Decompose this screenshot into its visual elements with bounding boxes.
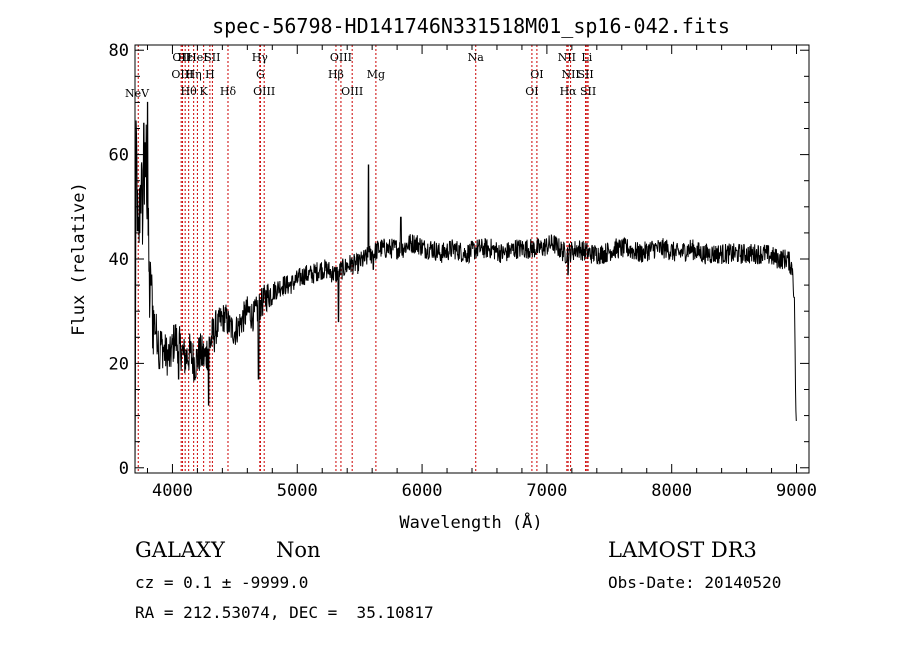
y-tick-label: 60 (109, 146, 129, 166)
line-label: SII (204, 51, 220, 64)
line-label: Hγ (252, 51, 269, 64)
axis-ticks: 4000 5000 6000 7000 8000 9000 0 20 40 60 80 (109, 41, 817, 501)
observation-date: Obs-Date: 20140520 (608, 573, 782, 592)
line-label: Hα (560, 85, 578, 98)
line-labels: NeV OII OIII Hε Hθ Hη HeI KH SII Hδ Hγ G OIII OIII Hβ O… (125, 51, 596, 100)
line-label: OIII (330, 51, 352, 64)
line-label: SII (577, 68, 593, 81)
line-label: OIII (171, 68, 193, 81)
line-label: K (200, 85, 209, 98)
object-subclass: Non (276, 538, 321, 562)
coordinates-readout: RA = 212.53074, DEC = 35.10817 (135, 603, 434, 622)
y-tick-label: 40 (109, 250, 129, 270)
line-label: H (205, 68, 215, 81)
x-tick-label: 9000 (776, 481, 817, 501)
x-axis-label: Wavelength (Å) (399, 511, 542, 533)
line-label: SII (580, 85, 596, 98)
x-tick-label: 7000 (526, 481, 567, 501)
y-tick-label: 20 (109, 354, 129, 374)
line-label: Mg (367, 68, 385, 81)
line-label: Na (468, 51, 485, 64)
line-label: OII (172, 51, 190, 64)
line-label: G (256, 68, 265, 81)
line-label: NII (558, 51, 576, 64)
line-label: NeV (125, 87, 150, 100)
x-tick-label: 4000 (152, 481, 193, 501)
survey-name: LAMOST DR3 (608, 538, 757, 562)
x-tick-label: 5000 (277, 481, 318, 501)
y-axis-label: Flux (relative) (69, 182, 89, 336)
y-tick-label: 0 (119, 459, 129, 479)
y-tick-label: 80 (109, 41, 129, 61)
chart-title: spec-56798-HD141746N331518M01_sp16-042.f… (212, 14, 730, 38)
line-label: OIII (253, 85, 275, 98)
line-label: Hθ (181, 85, 198, 98)
line-label: Hη (186, 68, 202, 81)
x-tick-label: 6000 (402, 481, 443, 501)
spectrum-series (134, 101, 797, 468)
spectrum-line (134, 101, 797, 468)
redshift-readout: cz = 0.1 ± -9999.0 (135, 573, 309, 592)
line-label: OIII (341, 85, 363, 98)
line-label: OI (530, 68, 543, 81)
object-class: GALAXY (135, 538, 225, 562)
line-label: Hε (178, 51, 194, 64)
line-label: OI (525, 85, 538, 98)
line-label: Li (581, 51, 592, 64)
line-label: Hδ (220, 85, 237, 98)
line-label: HeI (187, 51, 207, 64)
line-label: Hβ (328, 68, 344, 81)
x-tick-label: 8000 (651, 481, 692, 501)
line-label: NII (561, 68, 579, 81)
